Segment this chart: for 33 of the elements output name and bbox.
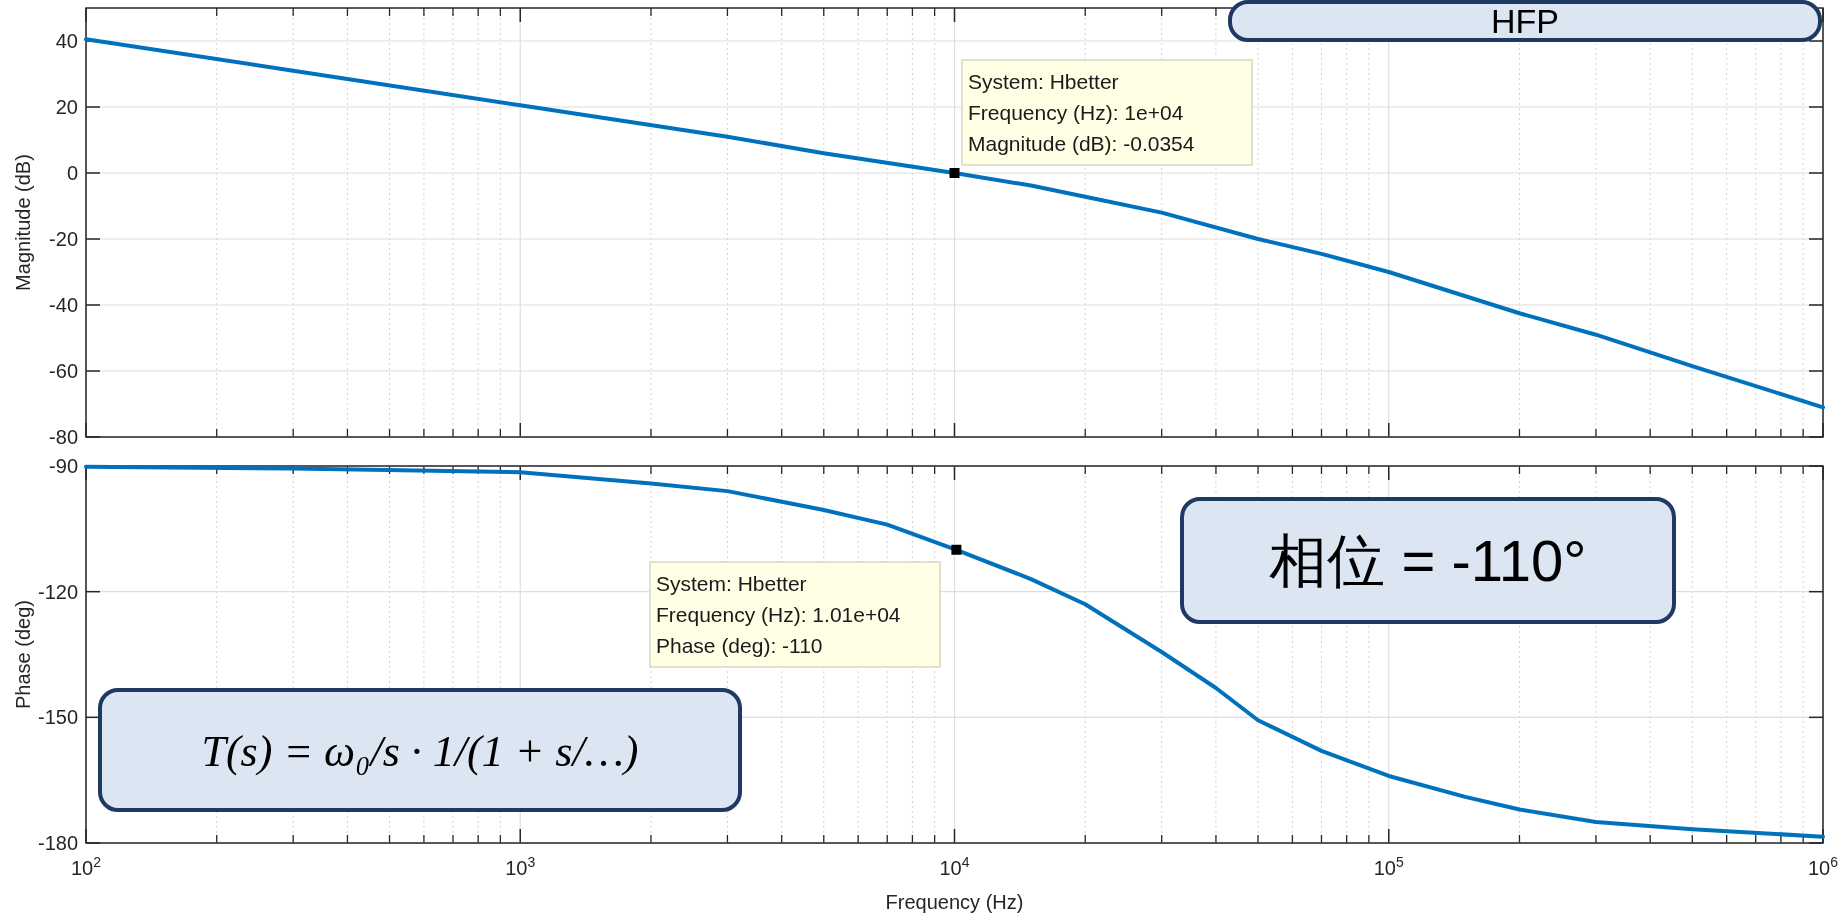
y-tick-label: -90 <box>49 455 78 477</box>
x-tick-label: 10$^{6}$ <box>1807 854 1839 879</box>
x-tick-label: 10$^{5}$ <box>1373 854 1404 879</box>
annotation: 相位 = -110° <box>1269 528 1587 594</box>
annotation: System: Hbetter <box>656 572 807 595</box>
note-box: 相位 = -110° <box>1180 497 1676 624</box>
note-box: T(s) = ω₀/s · 1/(1 + s/…) <box>98 688 742 812</box>
annotation: Frequency (Hz): 1.01e+04 <box>656 603 901 626</box>
y-tick-label: 20 <box>55 96 78 118</box>
y-tick-label: -180 <box>37 832 78 854</box>
annotation: System: Hbetter <box>968 70 1119 93</box>
y-axis-title: Magnitude (dB) <box>12 154 34 291</box>
y-tick-label: 0 <box>66 162 78 184</box>
y-tick-label: -150 <box>37 706 78 729</box>
annotation: T(s) = ω₀/s · 1/(1 + s/…) <box>201 726 639 776</box>
x-axis-title: Frequency (Hz) <box>885 891 1024 913</box>
y-axis-title: Phase (deg) <box>12 600 34 709</box>
note-box: HFP <box>1228 0 1822 42</box>
datatip: System: Hbetter Frequency (Hz): 1.01e+04 Phase (deg): -110 <box>649 561 941 668</box>
annotation: Phase (deg): -110 <box>656 634 823 657</box>
y-tick-label: 40 <box>55 30 78 52</box>
x-tick-label: 10$^{2}$ <box>70 854 102 879</box>
annotation: Frequency (Hz): 1e+04 <box>968 101 1184 124</box>
annotation: Magnitude (dB): -0.0354 <box>968 132 1195 155</box>
datatip: System: Hbetter Frequency (Hz): 1e+04 Magnitude (dB): -0.0354 <box>961 59 1253 166</box>
y-tick-label: -60 <box>49 360 78 382</box>
x-tick-label: 10$^{4}$ <box>939 854 970 879</box>
y-tick-label: -40 <box>49 294 78 316</box>
annotation: HFP <box>1491 2 1559 41</box>
x-tick-label: 10$^{3}$ <box>505 854 536 879</box>
y-tick-label: -120 <box>37 580 78 603</box>
y-tick-label: -20 <box>49 228 78 250</box>
y-tick-label: -80 <box>49 426 78 448</box>
